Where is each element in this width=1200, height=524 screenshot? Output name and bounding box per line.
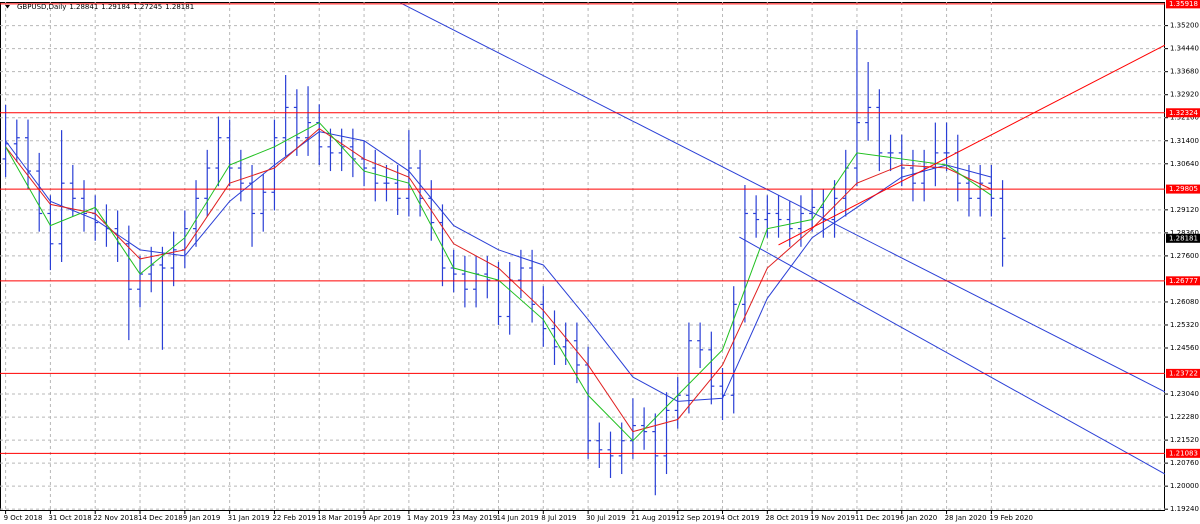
- menu-icon[interactable]: [5, 5, 10, 9]
- x-tick-label: 19 Feb 2020: [989, 514, 1033, 522]
- price-label-bg: [1166, 233, 1200, 243]
- x-tick-label: 4 Oct 2019: [721, 514, 760, 522]
- plot-area: [0, 2, 1165, 496]
- moving-average: [5, 121, 992, 442]
- level-label: 1.29805: [1169, 185, 1198, 193]
- x-tick-label: 23 May 2019: [452, 514, 498, 522]
- x-tick-label: 1 May 2019: [407, 514, 448, 522]
- level-label: 1.32324: [1169, 109, 1198, 117]
- x-tick-label: 6 Jan 2020: [900, 514, 938, 522]
- x-tick-label: 30 Jul 2019: [586, 514, 626, 522]
- header-value: 1.29184: [101, 3, 130, 11]
- y-tick-label: 1.31400: [1170, 137, 1199, 145]
- x-tick-label: 28 Jan 2020: [945, 514, 987, 522]
- trendline: [739, 236, 1165, 475]
- x-tick-label: 12 Sep 2019: [676, 514, 720, 522]
- x-tick-label: 31 Oct 2018: [48, 514, 91, 522]
- level-label-bg: [1166, 276, 1200, 286]
- trendline: [778, 44, 1165, 246]
- y-tick-label: 1.30640: [1170, 160, 1199, 168]
- level-label-bg: [1166, 184, 1200, 194]
- y-tick-label: 1.33680: [1170, 68, 1199, 76]
- y-tick-label: 1.34440: [1170, 45, 1199, 53]
- header-text: GBPUSD,Daily 1.28841 1.29184 1.27245 1.28181: [17, 3, 194, 11]
- y-tick-label: 1.27600: [1170, 252, 1199, 260]
- level-label-bg: [1166, 0, 1200, 9]
- x-tick-label: 21 Aug 2019: [631, 514, 676, 522]
- price-label: 1.28181: [1169, 234, 1198, 242]
- x-tick-label: 18 Mar 2019: [317, 514, 361, 522]
- y-tick-label: 1.26080: [1170, 298, 1199, 306]
- header-value: 1.28181: [165, 3, 194, 11]
- header: GBPUSD,Daily 1.28841 1.29184 1.27245 1.28181: [5, 3, 194, 11]
- header-value: 1.28841: [69, 3, 98, 11]
- y-tick-label: 1.19240: [1170, 505, 1199, 513]
- header-value: 1.27245: [133, 3, 162, 11]
- plot-frame: [0, 2, 1165, 511]
- y-tick-label: 1.28360: [1170, 229, 1199, 237]
- y-tick-label: 1.22280: [1170, 413, 1199, 421]
- x-tick-label: 9 Apr 2019: [362, 514, 401, 522]
- price-axis: 1.35200 1.34440 1.33680 1.32920 1.32160 1.314…: [4, 0, 1200, 522]
- x-tick-label: 14 Jun 2019: [496, 514, 538, 522]
- x-tick-label: 19 Nov 2019: [810, 514, 855, 522]
- trendline: [400, 2, 1165, 393]
- x-tick-label: 9 Jan 2019: [183, 514, 221, 522]
- level-label-bg: [1166, 368, 1200, 378]
- x-tick-label: 9 Oct 2018: [4, 514, 43, 522]
- level-label: 1.26777: [1169, 277, 1198, 285]
- y-tick-label: 1.32920: [1170, 91, 1199, 99]
- y-tick-label: 1.24560: [1170, 344, 1199, 352]
- x-tick-label: 31 Jan 2019: [228, 514, 270, 522]
- x-tick-label: 22 Feb 2019: [272, 514, 316, 522]
- y-tick-label: 1.25320: [1170, 321, 1199, 329]
- y-tick-label: 1.20760: [1170, 459, 1199, 467]
- x-tick-label: 11 Dec 2019: [855, 514, 900, 522]
- moving-average: [5, 131, 992, 402]
- level-label: 1.21083: [1169, 449, 1198, 457]
- y-tick-label: 1.32160: [1170, 114, 1199, 122]
- y-tick-label: 1.23040: [1170, 390, 1199, 398]
- level-label-bg: [1166, 448, 1200, 458]
- level-label: 1.35918: [1169, 0, 1198, 8]
- x-tick-label: 8 Jul 2019: [541, 514, 576, 522]
- level-label: 1.23722: [1169, 369, 1198, 377]
- x-tick-label: 28 Oct 2019: [765, 514, 808, 522]
- y-tick-label: 1.35200: [1170, 22, 1199, 30]
- level-label-bg: [1166, 108, 1200, 118]
- y-tick-label: 1.21520: [1170, 436, 1199, 444]
- y-tick-label: 1.20000: [1170, 482, 1199, 490]
- x-tick-label: 14 Dec 2018: [138, 514, 183, 522]
- x-tick-label: 22 Nov 2018: [93, 514, 138, 522]
- y-tick-label: 1.29120: [1170, 206, 1199, 214]
- symbol: GBPUSD,Daily: [17, 3, 66, 11]
- moving-average: [5, 128, 992, 433]
